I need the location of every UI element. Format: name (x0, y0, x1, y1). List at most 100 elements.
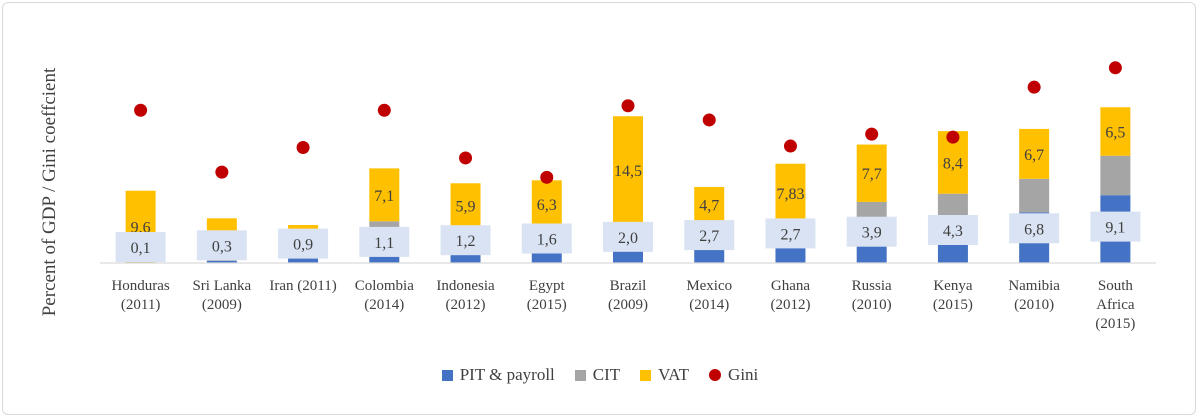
bar-vat (450, 183, 481, 228)
x-tick-label: (2014) (364, 297, 404, 313)
legend-label-pit: PIT & payroll (459, 365, 555, 384)
x-tick-label: Sri Lanka (192, 278, 251, 294)
x-tick-label: Kenya (933, 278, 972, 294)
data-label-box-pit (1009, 213, 1060, 244)
x-tick-label: Namibia (1008, 278, 1060, 294)
data-label-box-pit (603, 221, 653, 252)
bar-pit (531, 251, 562, 263)
gini-point (296, 141, 310, 155)
gini-point (1027, 80, 1041, 94)
x-tick-label: Egypt (529, 278, 566, 294)
gini-point (946, 130, 960, 144)
bar-pit (450, 254, 481, 263)
bar-vat (1019, 128, 1050, 179)
bar-cit (1019, 178, 1050, 213)
data-label-vat: 6,7 (1024, 147, 1044, 164)
data-label-pit: 2,7 (780, 226, 800, 243)
gini-point (783, 139, 797, 153)
x-tick-label: Iran (2011) (269, 278, 336, 294)
data-label-pit: 2,7 (699, 228, 719, 245)
x-tick-label: (2009) (202, 297, 242, 313)
x-tick-label: Ghana (771, 278, 810, 294)
data-label-box-pit (765, 218, 816, 249)
gini-point (377, 103, 391, 117)
bar-vat (1100, 107, 1131, 156)
data-label-vat: 4,7 (699, 198, 719, 215)
data-label-pit: 6,8 (1024, 221, 1044, 238)
y-axis-label: Percent of GDP / Gini coeffcient (39, 67, 60, 317)
data-label-vat: 7,1 (374, 188, 394, 205)
bar-pit (206, 260, 237, 263)
bar-cit (1100, 155, 1131, 196)
gini-point (215, 165, 229, 179)
x-tick-label: (2012) (446, 297, 486, 313)
data-label-pit: 4,3 (943, 223, 963, 240)
legend-item-cit: CIT (574, 365, 621, 385)
data-label-pit: 3,9 (862, 225, 882, 242)
data-label-pit: 0,1 (131, 240, 151, 257)
legend-swatch-pit (441, 369, 453, 381)
gini-point (865, 127, 879, 141)
x-tick-label: Mexico (686, 278, 732, 294)
bar-pit (288, 256, 319, 263)
data-label-box-pit (684, 220, 735, 251)
legend-label-cit: CIT (592, 365, 621, 384)
x-tick-label: Africa (1096, 297, 1135, 313)
x-tick-label: Brazil (610, 278, 647, 294)
data-label-box-pit (521, 223, 572, 254)
x-tick-label: Colombia (355, 278, 415, 294)
bar-pit (369, 254, 400, 263)
x-tick-label: South (1098, 278, 1134, 294)
data-label-box-pit (1090, 211, 1141, 242)
legend-swatch-cit (574, 369, 586, 381)
data-label-pit: 2,0 (618, 230, 638, 247)
x-tick-label: (2010) (1014, 297, 1054, 313)
gini-point (621, 99, 635, 113)
data-label-vat: 6,5 (1105, 125, 1125, 142)
data-label-pit: 0,9 (293, 237, 313, 254)
gini-point (540, 170, 554, 184)
gini-point (134, 103, 148, 117)
gini-point (702, 113, 716, 127)
bar-vat (775, 163, 806, 223)
data-label-box-pit (196, 230, 247, 261)
data-label-vat: 6,3 (537, 197, 557, 214)
legend-item-pit: PIT & payroll (441, 365, 555, 385)
data-label-box-pit (115, 232, 166, 262)
x-tick-label: (2012) (770, 297, 810, 313)
bar-vat (369, 168, 400, 222)
data-label-box-pit (440, 225, 491, 256)
x-tick-label: Honduras (111, 278, 169, 294)
bar-vat (694, 187, 725, 223)
gini-point (1108, 61, 1122, 75)
legend: PIT & payroll CIT VAT Gini (0, 365, 1200, 385)
legend-label-vat: VAT (658, 365, 690, 384)
bar-pit (613, 248, 643, 263)
data-label-pit: 1,2 (456, 233, 476, 250)
bar-vat (613, 116, 643, 225)
data-label-vat: 7,83 (776, 186, 804, 203)
legend-item-gini: Gini (709, 365, 758, 385)
data-label-vat: 8,4 (943, 155, 963, 172)
legend-swatch-vat (640, 369, 652, 381)
data-label-box-pit (927, 215, 978, 245)
x-tick-label: Russia (852, 278, 892, 294)
x-tick-label: (2014) (689, 297, 729, 313)
data-label-pit: 9,1 (1105, 220, 1125, 237)
data-label-box-pit (359, 226, 410, 257)
data-label-pit: 0,3 (212, 238, 232, 255)
x-tick-label: (2015) (933, 297, 973, 313)
data-label-vat: 5,9 (456, 198, 476, 215)
x-tick-label: (2015) (1095, 316, 1135, 332)
bar-vat (856, 144, 887, 202)
gini-point (459, 151, 473, 165)
data-label-pit: 1,1 (374, 235, 394, 252)
x-tick-label: (2015) (527, 297, 567, 313)
x-tick-label: (2009) (608, 297, 648, 313)
data-label-vat: 14,5 (614, 163, 642, 180)
x-tick-label: (2011) (121, 297, 160, 313)
legend-item-vat: VAT (640, 365, 689, 385)
legend-label-gini: Gini (728, 365, 759, 384)
